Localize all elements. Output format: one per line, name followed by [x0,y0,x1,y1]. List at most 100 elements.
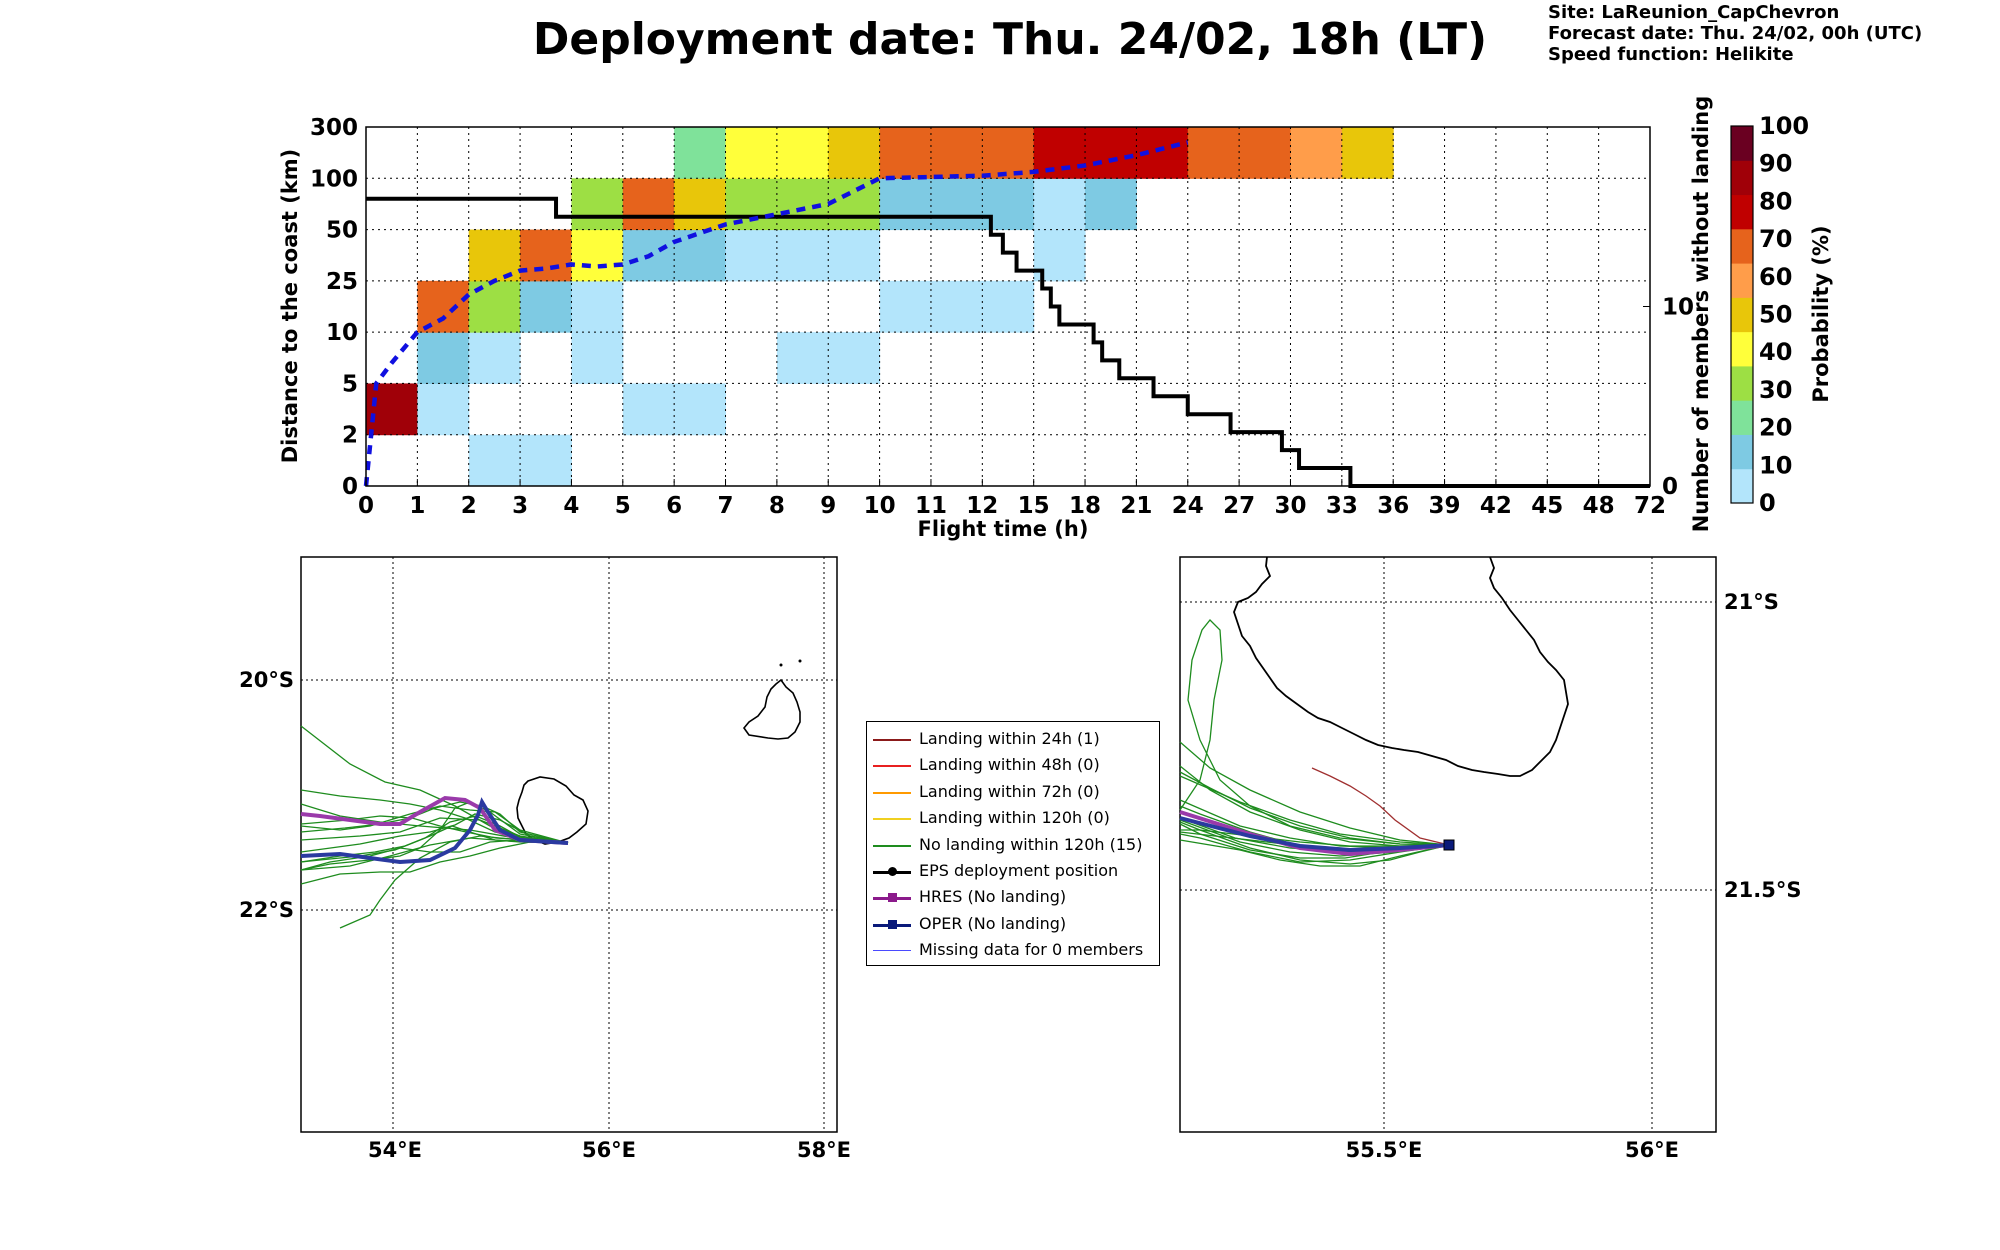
page-title: Deployment date: Thu. 24/02, 18h (LT) [532,14,1488,65]
heatmap-cell [776,332,829,384]
legend-label: OPER (No landing) [919,913,1067,933]
x-tick-label: 36 [1377,493,1409,519]
colorbar-tick-label: 0 [1759,489,1776,517]
regional-map-ticks: 54°E 56°E 58°E 20°S 22°S [239,668,851,1162]
x-tick-label: 2 [461,493,477,519]
heatmap-cell [520,229,572,282]
x-tick-label: 33 [1326,493,1358,519]
legend-item: OPER (No landing) [867,912,1159,938]
heatmap-y2-label: Number of members without landing [1689,96,1713,533]
y-tick-label: 50 [326,218,358,244]
heatmap-cell [725,229,778,282]
ensemble-trajectory [1179,839,1450,867]
ensemble-trajectory [300,825,569,863]
ensemble-trajectory [1179,619,1450,846]
longitude-label: 56°E [1625,1138,1679,1162]
islet-marker [779,663,783,667]
heatmap-cell [674,178,727,231]
y2-tick-label: 0 [1662,474,1678,500]
y-tick-label: 5 [342,371,358,397]
heatmap-cell [1187,127,1240,179]
legend-swatch [873,844,911,847]
colorbar-segment [1731,194,1753,230]
x-tick-label: 11 [915,493,947,519]
median-distance-line [363,140,1189,487]
legend-item: Landing within 120h (0) [867,806,1159,832]
heatmap-cell [571,332,624,384]
legend-marker [888,867,897,876]
heatmap-cell [1239,127,1291,179]
regional-map-grid [301,557,837,1132]
longitude-label: 55.5°E [1346,1138,1423,1162]
legend-item: Missing data for 0 members [867,938,1159,964]
colorbar-frame [1730,125,1754,504]
ensemble-trajectory [300,841,569,885]
heatmap-cell [776,229,829,282]
heatmap-cell [982,127,1035,179]
heatmap-cell [520,280,572,333]
oper-trajectory [300,797,569,865]
heatmap-cell [1033,127,1086,179]
heatmap-y-label: Distance to the coast (km) [278,149,302,464]
heatmap-cell [1033,178,1086,231]
colorbar-segment [1731,297,1753,333]
speed-function-label: Speed function: Helikite [1548,44,1794,65]
heatmap-cell [520,434,572,487]
heatmap-cell [930,280,983,333]
heatmap-cell [828,127,881,179]
zoom-map: 55.5°E 56°E 21°S 21.5°S [1179,556,1801,1162]
members-without-landing-line [366,196,1650,488]
y-tick-label: 0 [342,474,358,500]
legend-label: EPS deployment position [919,861,1119,880]
regional-map-trajectories [300,725,569,929]
heatmap-cell [1085,127,1137,179]
colorbar-segment [1731,160,1753,196]
heatmap-cell [1341,127,1394,179]
colorbar-tick-label: 10 [1759,451,1792,479]
heatmap-cell [571,178,624,231]
heatmap-cell [468,434,521,487]
heatmap-cell [879,178,932,231]
x-tick-label: 48 [1583,493,1615,519]
colorbar-tick-label: 90 [1759,150,1792,178]
y-tick-label: 100 [310,166,358,192]
regional-map-frame [300,556,838,1133]
longitude-label: 56°E [582,1138,636,1162]
x-tick-label: 30 [1274,493,1306,519]
y-tick-label: 10 [326,320,358,346]
colorbar-tick-label: 80 [1759,187,1792,215]
mauritius-island-coastline [742,678,801,740]
legend-item: Landing within 48h (0) [867,753,1159,779]
x-tick-label: 5 [615,493,631,519]
ensemble-trajectory [1179,771,1450,846]
x-tick-label: 45 [1531,493,1563,519]
latitude-label: 20°S [239,668,294,692]
heatmap-cell [828,229,881,282]
heatmap-grid [366,127,1650,486]
colorbar-segment [1731,434,1753,470]
site-label: Site: LaReunion_CapChevron [1548,2,1840,23]
longitude-label: 58°E [797,1138,851,1162]
ensemble-trajectory [300,801,569,871]
heatmap-x-label: Flight time (h) [918,517,1089,541]
zoom-map-grid [1180,557,1716,1132]
colorbar-segment [1731,400,1753,435]
zoom-map-trajectories [1179,619,1450,867]
colorbar-tick-label: 30 [1759,376,1792,404]
legend-swatch [873,818,911,821]
heatmap-cell [622,383,675,436]
colorbar-tick-label: 100 [1759,112,1809,140]
heatmap-cell [417,383,470,436]
heatmap-cell [982,280,1035,333]
map-legend: Landing within 24h (1) Landing within 48h… [866,721,1160,966]
landing-trajectory [1311,767,1450,846]
colorbar-tick-label: 70 [1759,225,1792,253]
y-tick-label: 2 [342,423,358,449]
x-tick-label: 24 [1172,493,1204,519]
x-tick-label: 3 [512,493,528,519]
legend-label: Landing within 120h (0) [919,808,1110,828]
x-tick-label: 0 [358,493,374,519]
legend-item: Landing within 72h (0) [867,780,1159,806]
x-tick-label: 9 [820,493,836,519]
longitude-label: 54°E [368,1138,422,1162]
